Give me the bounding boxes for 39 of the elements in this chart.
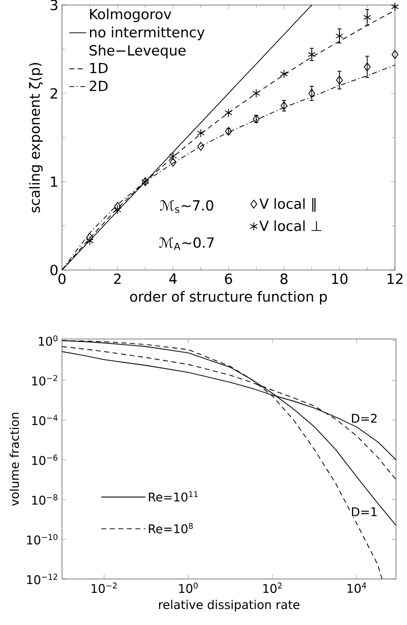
y-tick-label: 3 <box>50 0 58 10</box>
legend-label: 2D <box>90 80 108 92</box>
x-tick-label: 8 <box>280 274 288 284</box>
y-tick-label: 1 <box>51 176 58 187</box>
legend-label: V local ∥ <box>259 198 316 212</box>
x-tick-label: 10$^{4}$ <box>348 582 366 593</box>
legend-label: no intermittency <box>90 26 205 40</box>
legend-label: Re=10$^{8}$ <box>148 522 193 534</box>
x-tick-label: 10 <box>332 274 348 284</box>
x-axis-title: relative dissipation rate <box>159 600 300 612</box>
x-tick-label: 6 <box>225 274 232 284</box>
y-tick-label: 10$^{−8}$ <box>32 494 58 505</box>
legend-label: Re=10$^{11}$ <box>148 491 198 502</box>
y-tick-label: 10$^{−2}$ <box>32 375 58 386</box>
annotation: She−Leveque <box>90 44 186 58</box>
x-tick-label: 10$^{0}$ <box>179 582 198 593</box>
x-tick-label: 12 <box>388 274 402 284</box>
y-tick-label: 10$^{−12}$ <box>27 574 58 584</box>
y-tick-label: 0 <box>50 264 58 276</box>
x-tick-label: 2 <box>114 274 121 284</box>
annotation: D=1 <box>352 507 377 516</box>
y-tick-label: 10$^{−4}$ <box>32 414 58 426</box>
y-tick-label: 10$^{−10}$ <box>27 534 58 544</box>
y-axis-title: volume fraction <box>10 412 19 506</box>
annotation: ℳ$_{s}$~7.0 <box>160 200 214 213</box>
x-tick-label: 10$^{−2}$ <box>92 582 117 593</box>
annotation: D=2 <box>352 414 377 423</box>
x-tick-label: 4 <box>169 274 177 284</box>
annotation: ℳ$_{A}$~0.7 <box>159 237 214 250</box>
y-tick-label: 10$^{0}$ <box>38 335 58 346</box>
x-tick-label: 10$^{2}$ <box>263 582 282 593</box>
x-tick-label: 0 <box>58 274 66 284</box>
y-tick-label: 2 <box>50 88 58 99</box>
y-axis-title: scaling exponent ζ(p) <box>29 62 43 212</box>
x-axis-title: order of structure function p <box>130 290 327 305</box>
y-tick-label: 10$^{−6}$ <box>32 454 58 466</box>
legend-label: V local ⊥ <box>259 220 322 232</box>
legend-label: 1D <box>90 62 108 74</box>
annotation: Kolmogorov <box>90 8 172 22</box>
